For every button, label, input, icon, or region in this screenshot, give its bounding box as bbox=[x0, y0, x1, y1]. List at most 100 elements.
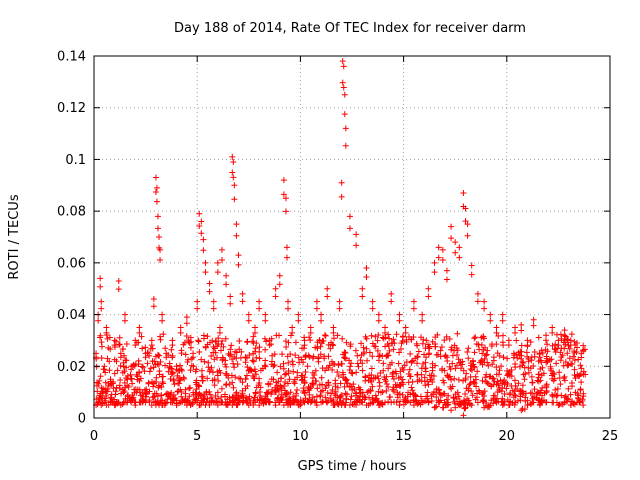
data-marker bbox=[306, 334, 313, 341]
data-marker bbox=[279, 351, 286, 358]
data-marker bbox=[250, 358, 257, 365]
data-marker bbox=[348, 393, 355, 400]
data-marker bbox=[186, 385, 193, 392]
data-marker bbox=[213, 398, 220, 405]
data-marker bbox=[462, 376, 469, 383]
data-marker bbox=[128, 375, 135, 382]
data-marker bbox=[397, 381, 404, 388]
data-marker bbox=[518, 352, 525, 359]
data-marker bbox=[465, 397, 472, 404]
data-marker bbox=[465, 345, 472, 352]
data-marker bbox=[471, 335, 478, 342]
data-marker bbox=[116, 382, 123, 389]
data-marker bbox=[249, 357, 256, 364]
peak-marker bbox=[493, 324, 500, 331]
data-marker bbox=[426, 350, 433, 357]
data-marker bbox=[543, 353, 550, 360]
data-marker bbox=[159, 379, 166, 386]
data-marker bbox=[237, 354, 244, 361]
y-tick-label: 0.02 bbox=[57, 360, 86, 375]
baseline-marker bbox=[580, 402, 587, 409]
peak-marker bbox=[121, 311, 128, 318]
peak-marker bbox=[375, 311, 382, 318]
data-marker bbox=[473, 383, 480, 390]
data-marker bbox=[359, 367, 366, 374]
data-marker bbox=[498, 388, 505, 395]
x-tick-label: 20 bbox=[499, 429, 516, 444]
peak-marker bbox=[98, 298, 105, 305]
data-marker bbox=[429, 367, 436, 374]
data-marker bbox=[482, 344, 489, 351]
data-marker bbox=[309, 394, 316, 401]
data-marker bbox=[157, 336, 164, 343]
data-marker bbox=[98, 305, 105, 312]
data-marker bbox=[341, 383, 348, 390]
data-marker bbox=[571, 357, 578, 364]
baseline-marker bbox=[460, 412, 467, 419]
data-marker bbox=[389, 370, 396, 377]
baseline-marker bbox=[159, 402, 166, 409]
peak-marker bbox=[282, 195, 289, 202]
data-marker bbox=[450, 394, 457, 401]
peak-marker bbox=[431, 259, 438, 266]
data-marker bbox=[478, 334, 485, 341]
data-marker bbox=[200, 393, 207, 400]
data-marker bbox=[122, 357, 129, 364]
peak-marker bbox=[313, 298, 320, 305]
y-tick-label: 0.06 bbox=[57, 256, 86, 271]
data-marker bbox=[417, 393, 424, 400]
data-marker bbox=[388, 298, 395, 305]
peak-marker bbox=[157, 246, 164, 253]
data-marker bbox=[178, 350, 185, 357]
data-marker bbox=[367, 387, 374, 394]
data-marker bbox=[575, 373, 582, 380]
data-marker bbox=[103, 388, 110, 395]
data-marker bbox=[226, 352, 233, 359]
data-marker bbox=[543, 337, 550, 344]
data-marker bbox=[264, 389, 271, 396]
peak-marker bbox=[194, 298, 201, 305]
data-marker bbox=[335, 362, 342, 369]
data-marker bbox=[536, 354, 543, 361]
data-marker bbox=[319, 337, 326, 344]
y-axis-label: ROTI / TECUs bbox=[7, 194, 22, 279]
data-marker bbox=[512, 329, 519, 336]
data-marker bbox=[169, 369, 176, 376]
data-marker bbox=[368, 378, 375, 385]
data-marker bbox=[499, 317, 506, 324]
peak-marker bbox=[435, 244, 442, 251]
peak-marker bbox=[464, 221, 471, 228]
data-marker bbox=[169, 352, 176, 359]
data-marker bbox=[433, 393, 440, 400]
data-marker bbox=[246, 366, 253, 373]
data-marker bbox=[396, 390, 403, 397]
data-marker bbox=[307, 329, 314, 336]
data-marker bbox=[455, 393, 462, 400]
data-marker bbox=[121, 352, 128, 359]
peak-marker bbox=[202, 259, 209, 266]
data-marker bbox=[468, 388, 475, 395]
data-marker bbox=[540, 370, 547, 377]
peak-marker bbox=[285, 298, 292, 305]
data-marker bbox=[351, 385, 358, 392]
data-marker bbox=[382, 329, 389, 336]
data-marker bbox=[342, 355, 349, 362]
data-marker bbox=[471, 380, 478, 387]
data-marker bbox=[432, 343, 439, 350]
data-marker bbox=[227, 300, 234, 307]
data-marker bbox=[276, 281, 283, 288]
data-marker bbox=[202, 269, 209, 276]
data-marker bbox=[495, 382, 502, 389]
data-marker bbox=[341, 111, 348, 118]
data-marker bbox=[324, 389, 331, 396]
peak-marker bbox=[235, 252, 242, 259]
data-marker bbox=[343, 396, 350, 403]
peak-marker bbox=[443, 267, 450, 274]
data-marker bbox=[455, 356, 462, 363]
data-marker bbox=[390, 336, 397, 343]
data-marker bbox=[239, 298, 246, 305]
peak-marker bbox=[342, 125, 349, 132]
data-marker bbox=[369, 305, 376, 312]
peak-marker bbox=[233, 221, 240, 228]
